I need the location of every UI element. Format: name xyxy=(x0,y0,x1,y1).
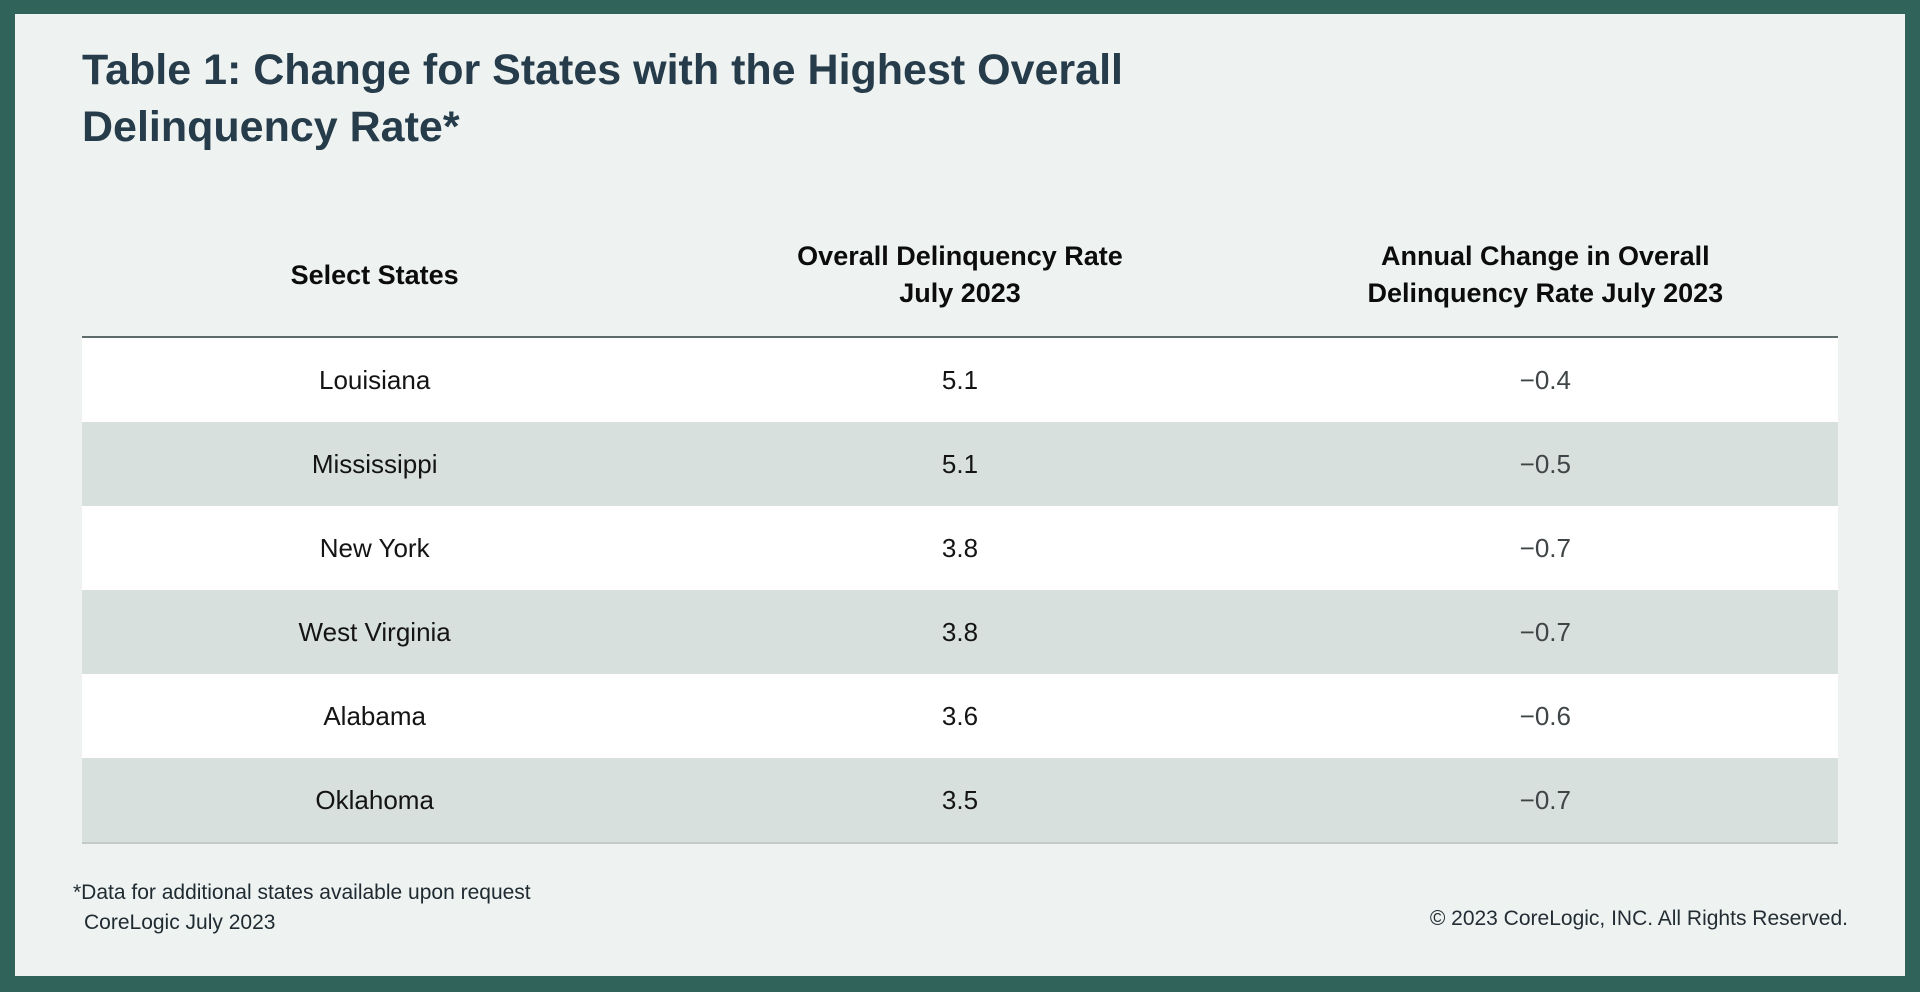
rate-cell: 3.6 xyxy=(941,700,979,731)
column-header-change-line1: Annual Change in Overall xyxy=(1381,241,1710,271)
change-cell: −0.7 xyxy=(1519,784,1571,815)
rate-cell: 3.8 xyxy=(941,532,979,563)
header-divider xyxy=(82,336,1838,338)
column-header-rate-line1: Overall Delinquency Rate xyxy=(797,241,1123,271)
table-bottom-divider xyxy=(82,842,1838,844)
table-row-west-virginia: West Virginia 3.8 −0.7 xyxy=(82,590,1838,674)
rate-cell: 5.1 xyxy=(941,364,979,395)
table-row-alabama: Alabama 3.6 −0.6 xyxy=(82,674,1838,758)
report-canvas: Table 1: Change for States with the High… xyxy=(15,14,1905,976)
page-title-line1: Table 1: Change for States with the High… xyxy=(82,46,1123,94)
state-cell: West Virginia xyxy=(298,616,451,647)
change-cell: −0.7 xyxy=(1519,532,1571,563)
table-row-mississippi: Mississippi 5.1 −0.5 xyxy=(82,422,1838,506)
page-title-line2: Delinquency Rate* xyxy=(82,103,460,151)
footnote-line1: *Data for additional states available up… xyxy=(73,881,531,904)
column-header-change-line2: Delinquency Rate July 2023 xyxy=(1367,278,1724,308)
page-title: Table 1: Change for States with the High… xyxy=(82,42,1123,156)
column-header-rate: Overall Delinquency Rate July 2023 xyxy=(667,236,1252,314)
rate-cell: 5.1 xyxy=(941,448,979,479)
table-row-louisiana: Louisiana 5.1 −0.4 xyxy=(82,338,1838,422)
copyright-notice: © 2023 CoreLogic, INC. All Rights Reserv… xyxy=(1429,907,1848,930)
state-cell: New York xyxy=(319,532,430,563)
footnote-source: CoreLogic July 2023 xyxy=(84,911,276,934)
state-cell: Mississippi xyxy=(311,448,438,479)
column-header-rate-line2: July 2023 xyxy=(899,278,1021,308)
state-cell: Alabama xyxy=(323,700,426,731)
table-row-oklahoma: Oklahoma 3.5 −0.7 xyxy=(82,758,1838,842)
table-body: Louisiana 5.1 −0.4 Mississippi 5.1 −0.5 … xyxy=(82,338,1838,842)
state-cell: Oklahoma xyxy=(315,784,434,815)
column-header-change: Annual Change in Overall Delinquency Rate… xyxy=(1253,236,1838,314)
footnote: *Data for additional states available up… xyxy=(73,878,531,938)
state-cell: Louisiana xyxy=(319,364,431,395)
column-header-states: Select States xyxy=(82,236,667,314)
column-header-states-label: Select States xyxy=(290,259,459,290)
change-cell: −0.5 xyxy=(1519,448,1571,479)
rate-cell: 3.5 xyxy=(941,784,979,815)
rate-cell: 3.8 xyxy=(941,616,979,647)
table-header-row: Select States Overall Delinquency Rate Ju… xyxy=(82,236,1838,314)
change-cell: −0.4 xyxy=(1519,364,1571,395)
table-row-new-york: New York 3.8 −0.7 xyxy=(82,506,1838,590)
change-cell: −0.6 xyxy=(1519,700,1571,731)
change-cell: −0.7 xyxy=(1519,616,1571,647)
